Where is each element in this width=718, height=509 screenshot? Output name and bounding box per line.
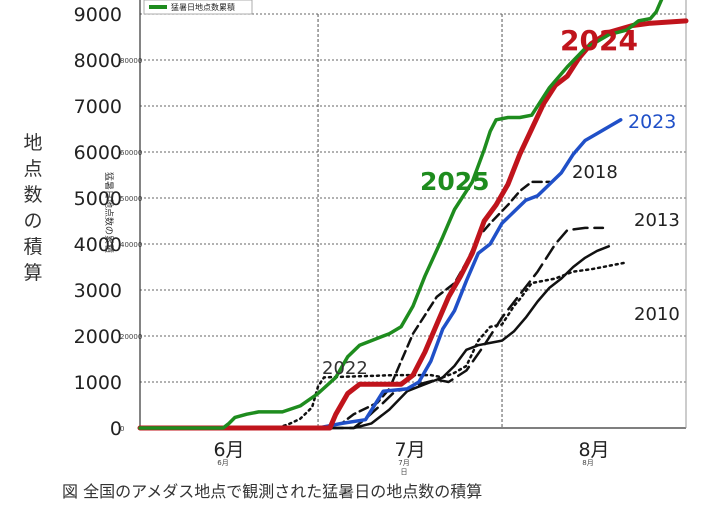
series-labels: 2025 2024 2023 2018 2022 2013 2010: [322, 24, 680, 379]
y-axis-label-rotated: 猛暑日地点数の累積: [103, 172, 115, 253]
y-tick-label: 1000: [74, 372, 122, 394]
y-tick-label: 7000: [74, 96, 122, 118]
y-tick-overlay-label: 50000: [120, 195, 142, 203]
y-tick-label: 0: [110, 418, 122, 440]
y-tick-label: 6000: [74, 142, 122, 164]
y-axis-label: 地点数の積算: [18, 130, 48, 286]
series-label-2022: 2022: [322, 358, 368, 379]
x-month-label: 8月: [578, 439, 609, 461]
series-line-2018: [138, 180, 551, 430]
x-month-label: 7月: [394, 439, 425, 461]
legend: 猛暑日地点数累積: [143, 0, 253, 15]
legend-label: 猛暑日地点数累積: [171, 2, 235, 12]
axes: 0010002000200003000400040000500050000600…: [74, 0, 687, 476]
series-label-2025: 2025: [420, 167, 490, 196]
y-tick-label: 3000: [74, 280, 122, 302]
series-line-2024: [137, 18, 689, 431]
series-lines: [137, 0, 689, 431]
y-tick-label: 9000: [74, 4, 122, 26]
series-line-2023: [138, 118, 623, 430]
y-tick-overlay-label: 80000: [120, 57, 142, 65]
y-tick-label: 5000: [74, 188, 122, 210]
x-month-sublabel: 日: [401, 468, 408, 476]
y-tick-label: 4000: [74, 234, 122, 256]
legend-box: [143, 0, 253, 15]
y-tick-overlay-label: 0: [120, 425, 124, 433]
y-tick-overlay-label: 20000: [120, 333, 142, 341]
series-line-2010: [138, 245, 611, 430]
series-line-2013: [138, 226, 605, 430]
x-month-sublabel: 7月: [398, 459, 409, 467]
y-tick-overlay-label: 60000: [120, 149, 142, 157]
series-line-2022: [138, 261, 628, 430]
x-month-label: 6月: [213, 439, 244, 461]
series-label-2024: 2024: [560, 24, 638, 57]
figure-caption: 図 全国のアメダス地点で観測された猛暑日の地点数の積算: [62, 482, 483, 501]
series-label-2018: 2018: [572, 162, 618, 183]
series-label-2013: 2013: [634, 210, 680, 231]
y-axis-label-char: 算: [23, 262, 43, 284]
y-axis-label-char: 積: [23, 236, 43, 258]
y-axis-label-char: 地: [23, 132, 43, 154]
y-tick-label: 8000: [74, 50, 122, 72]
x-month-sublabel: 6月: [217, 459, 228, 467]
y-tick-label: 2000: [74, 326, 122, 348]
series-line-2025: [138, 0, 664, 430]
y-axis-label-char: 点: [23, 158, 43, 180]
grid: [140, 13, 686, 428]
series-label-2010: 2010: [634, 304, 680, 325]
series-label-2023: 2023: [628, 111, 676, 133]
y-axis-label-char: の: [23, 210, 43, 232]
x-month-sublabel: 8月: [582, 459, 593, 467]
y-axis-label-char: 数: [23, 184, 43, 206]
y-tick-overlay-label: 40000: [120, 241, 142, 249]
